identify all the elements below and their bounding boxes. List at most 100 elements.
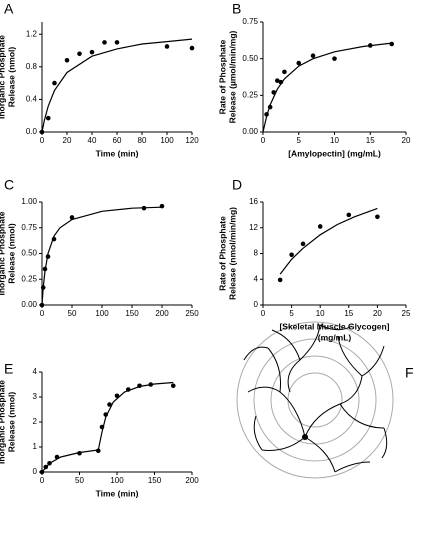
data-point <box>39 302 45 308</box>
x-tick-label: 15 <box>344 309 353 318</box>
data-point <box>389 41 395 47</box>
y-tick-label: 4 <box>254 274 259 283</box>
data-point <box>141 205 147 211</box>
data-point <box>52 80 57 86</box>
data-point <box>125 387 131 392</box>
y-axis-label: Inorganic Phosphate <box>0 211 6 295</box>
panel-letter: D <box>232 177 242 193</box>
data-point <box>99 424 105 430</box>
y-axis-label: Inorganic Phosphate <box>0 380 6 464</box>
y-tick-label: 1 <box>33 442 38 451</box>
data-point <box>264 112 269 117</box>
data-point <box>39 469 45 475</box>
ring <box>236 321 394 479</box>
data-point <box>289 252 294 258</box>
data-point <box>42 266 48 272</box>
x-tick-label: 40 <box>88 136 97 145</box>
y-tick-label: 1.00 <box>21 197 37 206</box>
x-tick-label: 200 <box>155 309 169 318</box>
y-axis-label: Release (nmol) <box>6 392 16 453</box>
data-point <box>267 104 273 110</box>
y-tick-label: 0.00 <box>242 127 258 136</box>
data-point <box>114 393 120 399</box>
x-tick-label: 0 <box>40 309 45 318</box>
data-point <box>275 78 280 83</box>
x-tick-label: 50 <box>75 476 84 485</box>
data-point <box>271 90 277 95</box>
y-tick-label: 0.0 <box>26 127 38 136</box>
data-point <box>64 57 70 63</box>
x-tick-label: 0 <box>40 476 45 485</box>
x-tick-label: 10 <box>330 136 339 145</box>
y-tick-label: 0.75 <box>242 17 258 26</box>
y-tick-label: 0 <box>33 467 38 476</box>
y-axis-label: Rate of Phosphate <box>217 216 227 291</box>
fit-curve <box>279 207 378 275</box>
panel-letter: C <box>4 177 14 193</box>
x-tick-label: 20 <box>373 309 382 318</box>
y-tick-label: 0.8 <box>26 62 38 71</box>
data-point <box>77 450 82 456</box>
ring <box>270 355 360 445</box>
data-point <box>170 383 176 389</box>
data-point <box>375 214 380 220</box>
panel-letter: E <box>4 361 13 377</box>
panel-letter: B <box>232 1 241 17</box>
y-tick-label: 1.2 <box>26 29 38 38</box>
x-tick-label: 20 <box>402 136 411 145</box>
y-tick-label: 0.00 <box>21 300 37 309</box>
x-tick-label: 100 <box>160 136 174 145</box>
x-tick-label: 150 <box>125 309 139 318</box>
ring <box>253 338 377 462</box>
x-tick-label: 5 <box>289 309 294 318</box>
y-axis-label: Release (nmol) <box>6 47 16 108</box>
x-tick-label: 0 <box>261 309 266 318</box>
x-tick-label: 100 <box>110 476 124 485</box>
data-point <box>89 49 95 55</box>
data-point <box>310 53 316 59</box>
data-point <box>332 56 337 61</box>
x-tick-label: 250 <box>185 309 199 318</box>
data-point <box>69 215 75 220</box>
data-point <box>277 277 283 283</box>
x-tick-label: 15 <box>366 136 375 145</box>
data-point <box>45 115 51 121</box>
x-tick-label: 80 <box>138 136 147 145</box>
panel-letter: F <box>405 365 414 381</box>
y-axis-label: Release (nmol/min/mg) <box>227 207 237 300</box>
x-tick-label: 5 <box>297 136 302 145</box>
y-axis-label: Rate of Phosphate <box>217 39 227 114</box>
x-axis-label: (mg/mL) <box>318 332 352 342</box>
y-tick-label: 0.50 <box>242 54 258 63</box>
x-axis-label: [Amylopectin] (mg/mL) <box>288 148 381 158</box>
y-tick-label: 3 <box>33 392 38 401</box>
y-tick-label: 0.75 <box>21 223 37 232</box>
y-tick-label: 0.4 <box>26 95 38 104</box>
x-tick-label: 150 <box>148 476 162 485</box>
diagram <box>236 321 394 479</box>
data-point <box>148 382 154 387</box>
y-tick-label: 0.25 <box>21 274 37 283</box>
y-tick-label: 8 <box>254 249 259 258</box>
data-point <box>367 43 373 48</box>
x-axis-label: [Skeletal Muscle Glycogen] <box>279 321 389 331</box>
data-point <box>95 448 101 454</box>
data-point <box>40 285 46 290</box>
data-point <box>189 45 195 51</box>
data-point <box>107 402 112 407</box>
y-axis-label: Inorganic Phosphate <box>0 35 6 119</box>
data-point <box>300 241 306 247</box>
fit-curve <box>262 42 392 133</box>
data-point <box>43 464 49 470</box>
x-axis-label: Time (min) <box>96 488 139 498</box>
x-tick-label: 60 <box>113 136 122 145</box>
x-tick-label: 10 <box>316 309 325 318</box>
x-tick-label: 50 <box>68 309 77 318</box>
x-tick-label: 25 <box>402 309 411 318</box>
data-point <box>296 60 302 66</box>
data-point <box>103 412 109 417</box>
x-tick-label: 0 <box>261 136 266 145</box>
y-tick-label: 16 <box>249 197 258 206</box>
y-tick-label: 0.25 <box>242 90 258 99</box>
